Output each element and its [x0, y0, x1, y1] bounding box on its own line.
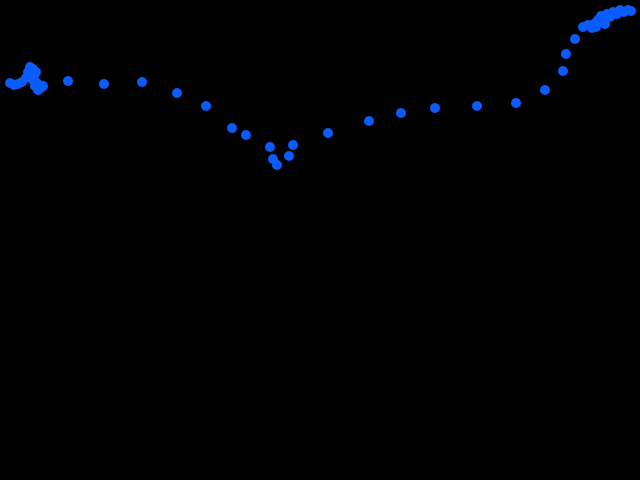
trail-dot — [227, 123, 237, 133]
trail-dot — [472, 101, 482, 111]
trail-dot — [561, 49, 571, 59]
trail-dot — [31, 67, 41, 77]
trail-dot — [63, 76, 73, 86]
trail-dot — [558, 66, 568, 76]
trail-dot — [288, 140, 298, 150]
trail-dot — [511, 98, 521, 108]
trail-dot — [364, 116, 374, 126]
trail-dot — [241, 130, 251, 140]
trail-dot — [201, 101, 211, 111]
trail-dot — [540, 85, 550, 95]
trail-dot — [265, 142, 275, 152]
trail-dot — [172, 88, 182, 98]
trail-dot — [396, 108, 406, 118]
dot-trail — [5, 5, 636, 170]
trail-dot — [99, 79, 109, 89]
trail-dot — [600, 19, 610, 29]
trail-dot — [284, 151, 294, 161]
trail-dot — [137, 77, 147, 87]
trail-dot — [570, 34, 580, 44]
trail-dot — [323, 128, 333, 138]
trail-dot — [272, 160, 282, 170]
trail-dot — [430, 103, 440, 113]
trail-dot — [626, 6, 636, 16]
